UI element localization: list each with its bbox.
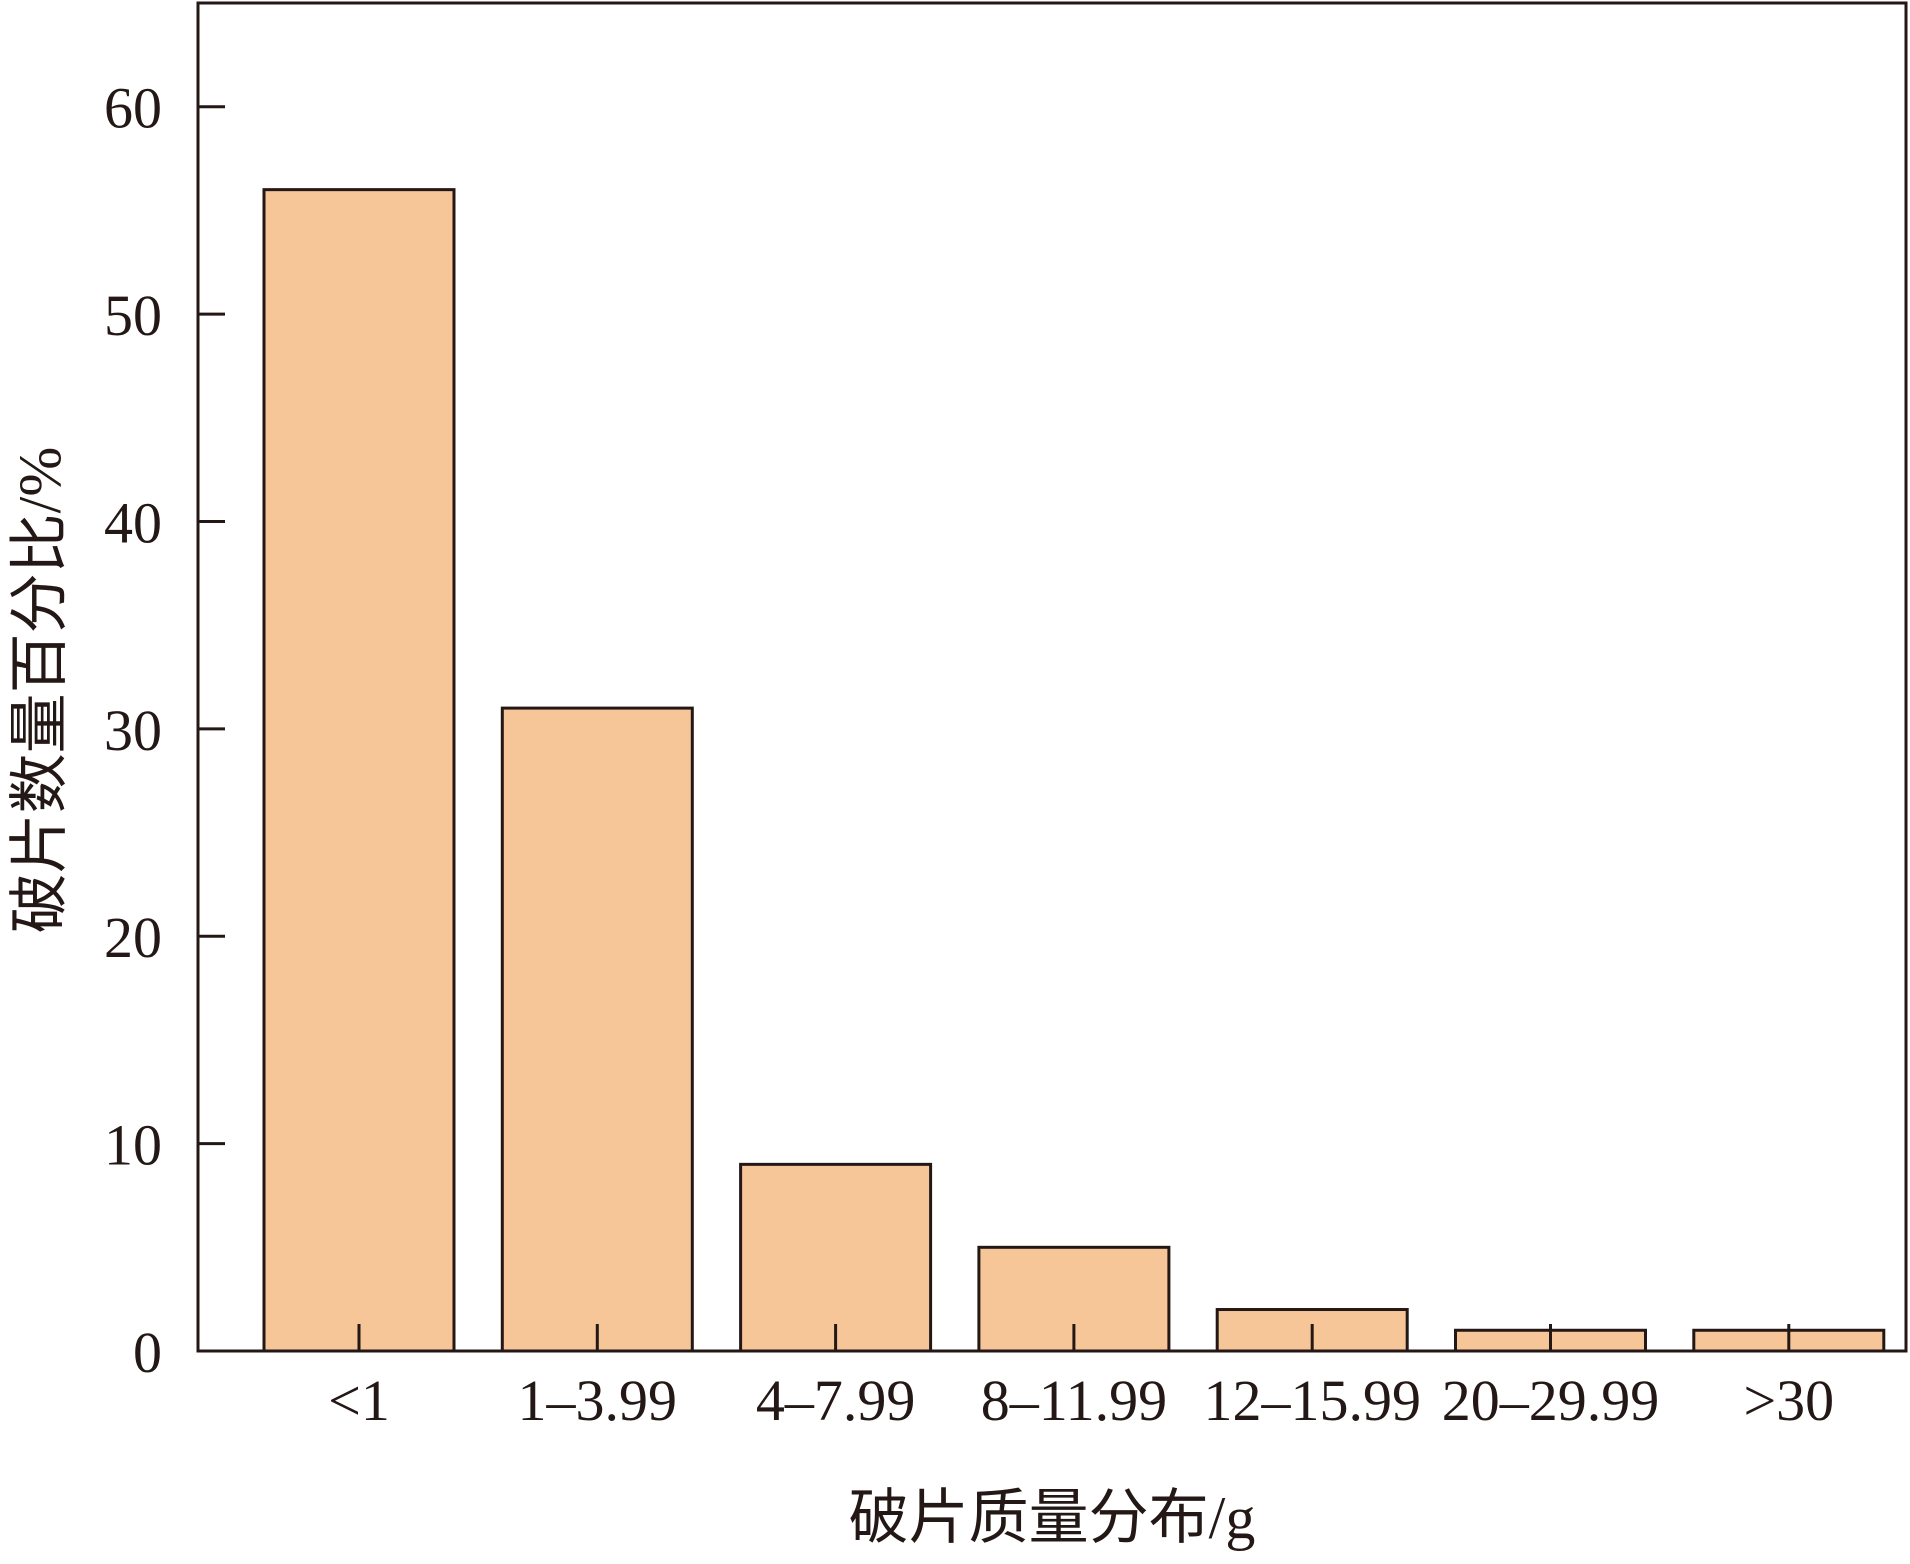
- bar: [739, 1162, 933, 1353]
- y-tick-label: 60: [104, 76, 162, 141]
- y-tick-label: 20: [104, 905, 162, 970]
- y-tick-label: 30: [104, 698, 162, 763]
- bars-layer: [262, 188, 1886, 1353]
- y-tick-label: 0: [133, 1320, 162, 1385]
- y-tick-label: 40: [104, 490, 162, 555]
- x-tick-label: >30: [1743, 1368, 1834, 1433]
- y-tick-label: 50: [104, 283, 162, 348]
- x-tick-label: 8–11.99: [981, 1368, 1167, 1433]
- x-ticks-layer: <1 1–3.99 4–7.99 8–11.99 12–15.99 20–29.99 >30: [328, 1324, 1834, 1433]
- x-tick-label: 1–3.99: [518, 1368, 678, 1433]
- plot-frame: [196, 1, 1908, 1353]
- y-axis-label: 破片数量百分比/%: [7, 447, 73, 934]
- y-tick-label: 10: [104, 1113, 162, 1178]
- x-tick-label: 4–7.99: [756, 1368, 916, 1433]
- bar: [500, 706, 694, 1353]
- y-ticks-layer: 0 10 20 30 40 50 60: [104, 76, 225, 1385]
- x-tick-label: 20–29.99: [1442, 1368, 1660, 1433]
- x-tick-label: 12–15.99: [1203, 1368, 1421, 1433]
- x-tick-label: <1: [328, 1368, 390, 1433]
- x-axis-label: 破片质量分布/g: [849, 1485, 1256, 1551]
- bar: [262, 188, 456, 1353]
